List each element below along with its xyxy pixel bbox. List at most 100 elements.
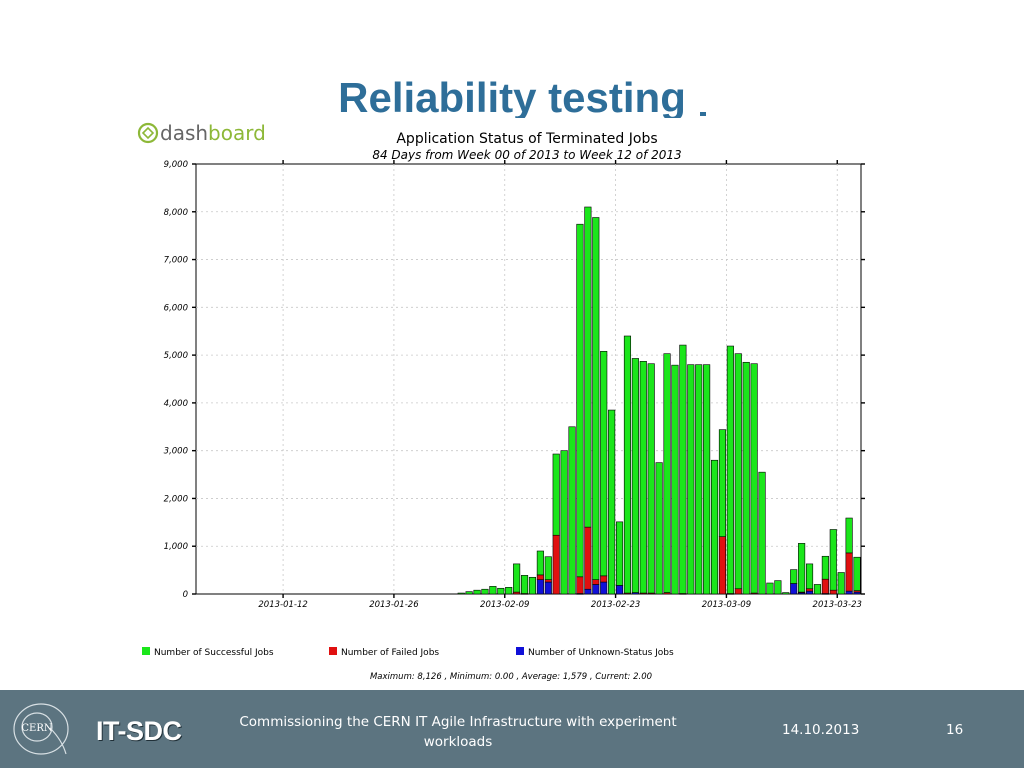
bar-successful	[790, 569, 798, 584]
bar-successful	[726, 345, 734, 594]
x-tick-label: 2013-01-26	[369, 600, 419, 610]
dashboard-logo-text-mid: bo	[208, 121, 233, 145]
footer-subtitle-line-2: workloads	[423, 734, 493, 750]
footer-bar: CERN IT-SDC Commissioning the CERN IT Ag…	[0, 690, 1024, 768]
bar-successful	[560, 450, 568, 595]
legend-swatch	[142, 647, 150, 655]
bar-successful	[473, 589, 481, 595]
chart-svg: dashboard Application Status of Terminat…	[137, 121, 865, 682]
bar-successful	[703, 364, 711, 595]
legend-label: Number of Unknown-Status Jobs	[528, 648, 674, 658]
dashboard-logo-text: dashboard	[160, 121, 266, 145]
legend-label: Number of Successful Jobs	[154, 648, 274, 658]
grid-layer	[195, 163, 862, 595]
bar-successful	[663, 353, 671, 593]
footer-subtitle: Commissioning the CERN IT Agile Infrastr…	[228, 712, 688, 752]
cern-logo: CERN	[13, 703, 69, 755]
bar-successful	[805, 563, 814, 590]
bar-successful	[671, 364, 679, 595]
bar-successful	[782, 592, 790, 595]
bar-successful	[497, 587, 505, 595]
bar-failed	[718, 536, 727, 595]
bar-failed	[600, 575, 608, 583]
cern-logo-beam	[49, 727, 67, 755]
bar-successful	[552, 453, 560, 536]
chart-subtitle: 84 Days from Week 00 of 2013 to Week 12 …	[372, 148, 681, 162]
bar-successful	[829, 529, 837, 591]
bar-failed	[544, 579, 552, 583]
cern-logo-ring-inner	[21, 712, 53, 742]
footer-subtitle-line-1: Commissioning the CERN IT Agile Infrastr…	[239, 714, 677, 730]
bar-failed	[552, 534, 560, 595]
bar-unknown	[615, 585, 624, 595]
dashboard-logo-text-end: ard	[233, 121, 266, 145]
unit-name: IT-SDC	[96, 716, 182, 746]
bar-successful	[813, 584, 822, 595]
bar-unknown	[790, 583, 798, 595]
bar-failed	[845, 552, 853, 592]
bar-successful	[718, 429, 727, 537]
bar-failed	[536, 574, 544, 580]
bar-successful	[481, 588, 489, 595]
bar-successful	[742, 361, 750, 595]
footer-date: 14.10.2013	[782, 722, 860, 738]
bar-successful	[853, 556, 861, 591]
bar-successful	[687, 364, 695, 595]
slide-title: Reliability testing	[338, 74, 686, 121]
bar-failed	[805, 588, 814, 592]
bar-successful	[639, 361, 647, 594]
bar-unknown	[544, 581, 552, 595]
bar-unknown	[845, 590, 853, 595]
plot-frame	[195, 163, 862, 595]
bar-successful	[845, 517, 853, 554]
bar-failed	[592, 579, 600, 585]
x-tick-label: 2013-02-09	[480, 600, 529, 610]
title-underline	[700, 112, 706, 116]
bar-failed	[734, 588, 742, 595]
legend-layer: Number of Successful Jobs Number of Faile…	[142, 647, 674, 658]
y-tick-label: 0	[183, 590, 188, 600]
bar-successful	[679, 344, 687, 594]
dashboard-logo-icon	[137, 122, 159, 144]
cern-logo-ring-outer	[13, 703, 69, 755]
bar-failed	[576, 576, 584, 594]
bar-unknown	[584, 588, 592, 595]
y-tick-label: 3,000	[164, 447, 188, 457]
bar-successful	[710, 459, 719, 595]
chart-summary: Maximum: 8,126 , Minimum: 0.00 , Average…	[370, 672, 652, 682]
bar-successful	[584, 206, 592, 528]
bar-successful	[615, 521, 624, 586]
bar-successful	[623, 335, 632, 594]
bar-successful	[520, 575, 529, 594]
y-tick-label: 6,000	[164, 303, 188, 313]
chart-title: Application Status of Terminated Jobs	[396, 131, 657, 147]
bar-unknown	[600, 581, 608, 595]
legend-swatch	[516, 647, 524, 655]
slide-number: 16	[946, 722, 964, 738]
bar-failed	[829, 589, 837, 595]
bar-unknown	[805, 590, 814, 595]
legend-swatch	[329, 647, 337, 655]
bar-successful	[758, 471, 766, 595]
y-tick-label: 4,000	[164, 399, 188, 409]
bar-successful	[695, 364, 703, 595]
bar-successful	[457, 592, 465, 595]
bar-unknown	[536, 579, 544, 595]
bar-successful	[608, 409, 616, 595]
dashboard-logo-icon-mark	[141, 126, 155, 140]
bar-successful	[489, 586, 497, 595]
bar-successful	[766, 582, 774, 595]
x-tick-label: 2013-01-12	[258, 600, 307, 610]
x-tick-label: 2013-03-23	[813, 600, 862, 610]
y-tick-label: 9,000	[164, 160, 188, 170]
bars-layer	[457, 206, 861, 595]
bar-successful	[821, 555, 829, 580]
y-tick-label: 1,000	[164, 542, 188, 552]
bar-successful	[631, 358, 639, 593]
dashboard-logo: dashboard	[137, 121, 266, 145]
bar-successful	[528, 576, 537, 595]
dashboard-logo-text-prefix: dash	[160, 121, 208, 145]
bar-successful	[568, 426, 576, 595]
bar-successful	[576, 223, 584, 578]
legend-label: Number of Failed Jobs	[341, 648, 439, 658]
